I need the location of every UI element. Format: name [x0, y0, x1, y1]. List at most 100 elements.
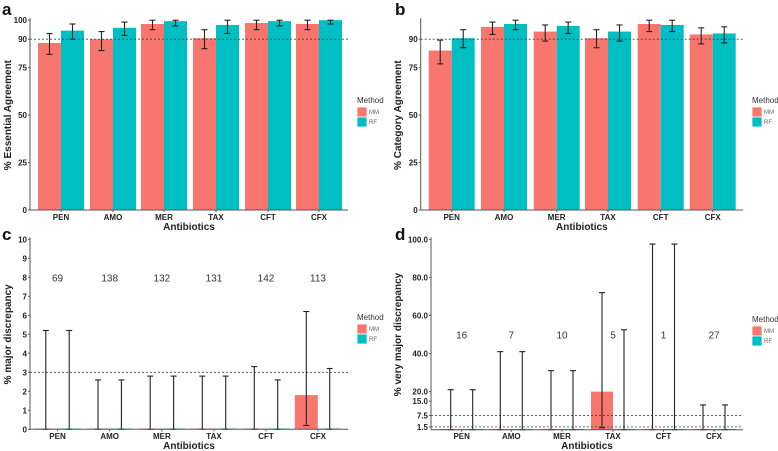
y-tick-label: 7: [23, 292, 28, 301]
x-tick-label: CFX: [310, 432, 327, 441]
bar-mm-mer: [141, 23, 164, 210]
error-bar-rf-amo: [512, 19, 519, 31]
legend-label: RF: [764, 120, 772, 126]
error-bar-rf-amo: [121, 21, 128, 36]
error-bar-mm-cft: [251, 366, 258, 430]
y-tick-label: 9: [23, 254, 28, 263]
legend-title: Method: [357, 313, 384, 322]
error-bar-rf-mer: [565, 21, 572, 35]
x-tick-label: AMO: [502, 432, 521, 441]
bar-mm-cfx: [689, 34, 713, 211]
bar-rf-tax: [608, 31, 631, 211]
legend-label: MM: [369, 327, 379, 333]
x-tick-label: TAX: [208, 213, 224, 222]
error-bar-mm-pen: [42, 329, 49, 430]
count-label: 1: [661, 331, 667, 342]
y-tick-label: 60.0: [412, 311, 428, 320]
y-tick-label: 25: [409, 159, 418, 168]
error-bar-mm-amo: [98, 31, 105, 52]
error-bar-rf-cft: [274, 379, 281, 430]
bar-rf-mer: [556, 25, 580, 211]
legend-title: Method: [752, 96, 778, 105]
legend-swatch-mm: [356, 323, 368, 335]
x-tick-label: CFT: [653, 213, 669, 222]
y-axis-title: % very major discrepancy: [393, 272, 404, 396]
error-bar-mm-pen: [46, 32, 53, 55]
panel-letter: c: [2, 225, 11, 244]
legend-label: MM: [764, 329, 774, 335]
bar-mm-cft: [637, 23, 661, 210]
x-tick-label: TAX: [206, 432, 222, 441]
error-bar-mm-cft: [253, 19, 260, 31]
error-bar-rf-pen: [66, 329, 73, 430]
legend-swatch-mm: [356, 106, 368, 118]
bar-rf-tax: [216, 24, 239, 210]
legend-label: RF: [369, 120, 377, 126]
error-bar-rf-tax: [222, 375, 229, 430]
bar-rf-amo: [113, 27, 136, 211]
bar-rf-pen: [61, 30, 84, 210]
x-tick-label: AMO: [495, 213, 514, 222]
error-bar-rf-cfx: [721, 26, 728, 44]
error-bar-mm-amo: [497, 351, 504, 431]
x-tick-label: PEN: [453, 432, 470, 441]
x-tick-label: MER: [548, 213, 566, 222]
error-bar-rf-mer: [172, 19, 179, 27]
error-bar-rf-tax: [224, 19, 231, 35]
panel-d: d 1.5 7.5 15.020.0 40.0 60.0 80.0 100.0 PEN AMO ME…: [393, 225, 778, 451]
legend-swatch-rf: [356, 116, 368, 128]
count-label: 5: [610, 331, 616, 342]
legend-title: Method: [357, 96, 384, 105]
y-tick-label: 20.0: [412, 388, 428, 397]
y-tick-label: 75: [18, 64, 27, 73]
error-bar-mm-amo: [95, 379, 101, 430]
y-tick-label: 25: [18, 159, 27, 168]
error-bar-mm-cft: [649, 243, 656, 431]
y-tick-label: 0: [413, 206, 418, 215]
y-tick-label: 75: [409, 64, 418, 73]
x-tick-label: CFX: [706, 432, 723, 441]
count-label: 69: [52, 273, 64, 284]
x-tick-label: AMO: [104, 213, 123, 222]
error-bar-rf-cft: [671, 243, 678, 431]
bar-rf-mer: [164, 21, 187, 210]
y-tick-label: 0: [23, 425, 28, 434]
count-label: 132: [154, 273, 171, 284]
count-label: 138: [101, 273, 118, 284]
bar-rf-pen: [451, 38, 475, 210]
bar-rf-cfx: [319, 20, 342, 211]
error-bar-mm-tax: [201, 29, 208, 50]
bar-mm-amo: [90, 39, 113, 211]
y-tick-label: 50: [409, 111, 418, 120]
x-tick-label: CFT: [656, 432, 672, 441]
bar-mm-cfx: [296, 23, 319, 210]
y-tick-label: 1.5: [417, 423, 429, 432]
y-tick-label: 0: [23, 206, 28, 215]
y-tick-label: 50: [18, 111, 27, 120]
count-label: 10: [556, 331, 568, 342]
legend-swatch-mm: [751, 106, 763, 118]
legend-label: MM: [369, 110, 379, 116]
count-label: 142: [258, 273, 275, 284]
error-bar-mm-mer: [149, 19, 156, 31]
error-bar-rf-mer: [170, 375, 177, 430]
error-bar-rf-amo: [118, 379, 125, 430]
error-bar-rf-cfx: [722, 404, 728, 431]
y-tick-label: 15.0: [412, 397, 428, 406]
error-bar-rf-cfx: [327, 19, 334, 25]
error-bar-mm-tax: [599, 292, 605, 429]
error-bar-rf-cft: [276, 19, 283, 27]
x-tick-label: AMO: [100, 432, 119, 441]
x-tick-label: MER: [155, 213, 173, 222]
y-axis-title: % Essential Agreement: [3, 59, 14, 170]
error-bar-mm-cft: [646, 19, 653, 33]
y-tick-label: 7.5: [417, 411, 429, 420]
x-tick-label: TAX: [605, 432, 621, 441]
error-bar-rf-tax: [621, 329, 627, 431]
count-label: 131: [206, 273, 223, 284]
count-label: 27: [708, 331, 720, 342]
error-bar-rf-cft: [669, 19, 676, 33]
error-bar-mm-tax: [593, 29, 600, 49]
y-tick-label: 2: [23, 387, 28, 396]
